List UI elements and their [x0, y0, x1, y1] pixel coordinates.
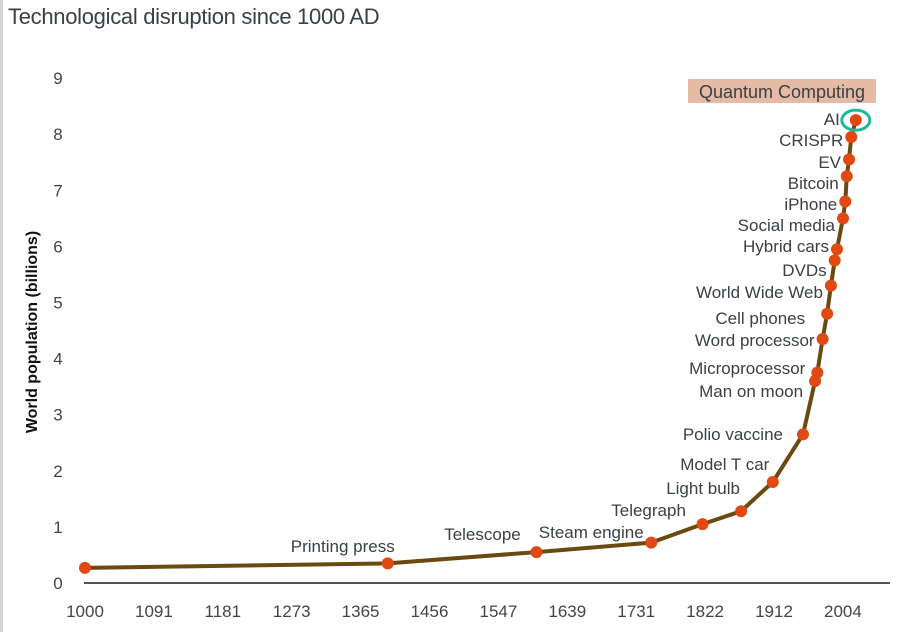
point-label: Bitcoin [788, 174, 839, 193]
data-point [735, 505, 748, 518]
annotation-quantum-computing: Quantum Computing [699, 82, 865, 102]
point-label: Model T car [680, 455, 769, 474]
data-point [530, 546, 543, 559]
point-label: iPhone [784, 195, 837, 214]
data-point [840, 170, 853, 183]
x-tick-label: 1273 [273, 602, 311, 621]
y-tick-label: 3 [53, 406, 62, 425]
point-label: Light bulb [666, 479, 740, 498]
data-point [79, 561, 91, 574]
x-tick-label: 1456 [411, 602, 449, 621]
x-tick-label: 1912 [755, 602, 793, 621]
point-label: Telegraph [611, 501, 686, 520]
point-label: World Wide Web [696, 283, 823, 302]
point-label: EV [818, 153, 841, 172]
x-tick-label: 2004 [824, 602, 862, 621]
data-point [849, 114, 862, 127]
point-label: AI [824, 110, 840, 129]
y-tick-label: 4 [53, 350, 62, 369]
y-axis-label: World population (billions) [24, 231, 41, 433]
point-label: Hybrid cars [743, 237, 829, 256]
data-point [766, 476, 779, 489]
point-label: Microprocessor [689, 359, 806, 378]
x-tick-label: 1822 [686, 602, 724, 621]
point-label: Cell phones [715, 309, 805, 328]
point-label: DVDs [782, 261, 826, 280]
point-label: Printing press [291, 537, 395, 556]
point-label: CRISPR [779, 131, 843, 150]
data-point [696, 518, 709, 531]
x-tick-label: 1639 [548, 602, 586, 621]
y-tick-label: 2 [53, 462, 62, 481]
data-point [828, 254, 841, 267]
left-border [0, 0, 3, 632]
x-tick-label: 1000 [66, 602, 104, 621]
y-tick-label: 8 [53, 125, 62, 144]
data-point [839, 195, 852, 208]
data-point [824, 279, 837, 292]
data-point [811, 366, 824, 379]
quantum-computing-highlight [688, 79, 876, 103]
data-point [381, 557, 394, 570]
data-point [796, 428, 809, 441]
data-point [843, 153, 856, 166]
x-tick-label: 1091 [135, 602, 173, 621]
point-label: Polio vaccine [683, 425, 783, 444]
point-label: Social media [738, 216, 836, 235]
x-tick-label: 1547 [479, 602, 517, 621]
data-point [645, 536, 658, 549]
chart-title: Technological disruption since 1000 AD [8, 4, 380, 29]
y-tick-label: 6 [53, 237, 62, 256]
y-tick-label: 9 [53, 69, 62, 88]
y-tick-label: 5 [53, 294, 62, 313]
data-point [830, 243, 843, 256]
data-point [816, 332, 829, 345]
data-point [845, 131, 858, 144]
point-label: Word processor [695, 331, 815, 350]
x-tick-label: 1731 [617, 602, 655, 621]
series-line [84, 116, 860, 570]
y-tick-label: 1 [53, 518, 62, 537]
point-label: Man on moon [699, 382, 803, 401]
y-tick-label: 0 [53, 574, 62, 593]
ai-highlight-ring [840, 108, 872, 132]
y-tick-label: 7 [53, 181, 62, 200]
data-point [837, 212, 849, 225]
x-tick-label: 1181 [205, 602, 242, 621]
point-label: Telescope [444, 525, 521, 544]
point-label: Steam engine [539, 523, 644, 542]
x-tick-label: 1365 [342, 602, 380, 621]
data-point [821, 307, 834, 320]
